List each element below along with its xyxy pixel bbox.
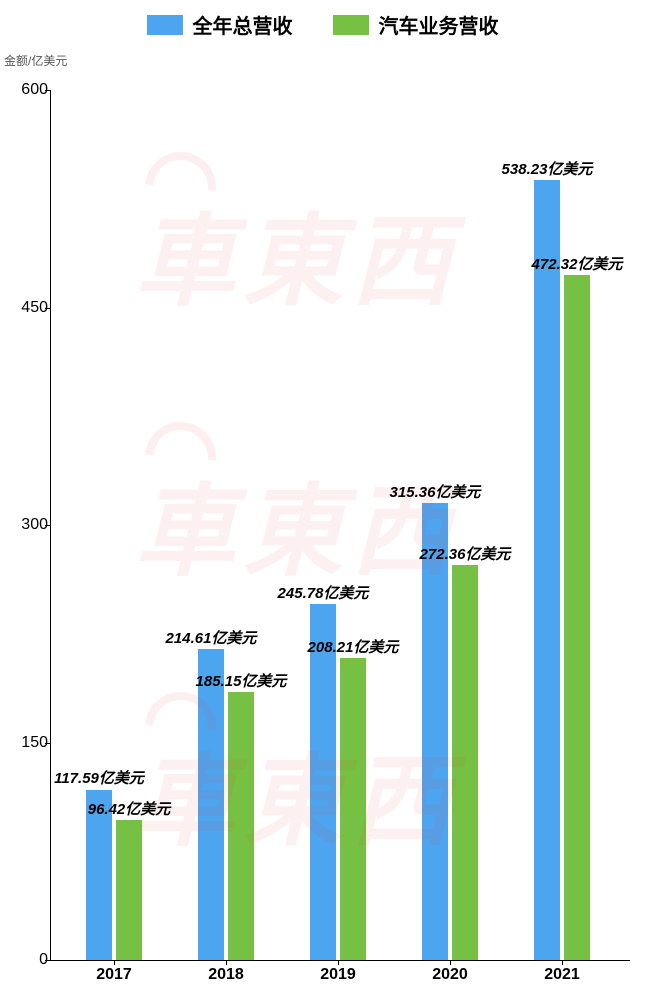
ytick-label: 300: [14, 516, 48, 534]
bar: [564, 275, 590, 960]
bar: [228, 692, 254, 960]
xtick-mark: [338, 960, 339, 965]
legend-item-total: 全年总营收: [147, 10, 293, 39]
yaxis-title: 金额/亿美元: [4, 52, 67, 69]
xtick-mark: [226, 960, 227, 965]
x-axis-line: [50, 960, 630, 961]
bar-value-label: 208.21亿美元: [308, 636, 399, 657]
bar: [534, 180, 560, 960]
legend-item-auto: 汽车业务营收: [333, 10, 499, 39]
ytick-label: 600: [14, 81, 48, 99]
legend-label-total: 全年总营收: [193, 10, 293, 39]
xtick-label: 2017: [96, 966, 132, 984]
ytick-label: 450: [14, 299, 48, 317]
xtick-mark: [450, 960, 451, 965]
bar-value-label: 472.32亿美元: [532, 253, 623, 274]
xtick-label: 2019: [320, 966, 356, 984]
bar: [452, 565, 478, 960]
ytick-label: 0: [14, 951, 48, 969]
bar-value-label: 214.61亿美元: [166, 627, 257, 648]
bar-value-label: 117.59亿美元: [54, 767, 144, 788]
bar: [340, 658, 366, 960]
plot-area: [50, 90, 630, 960]
xtick-label: 2018: [208, 966, 244, 984]
xtick-label: 2021: [544, 966, 580, 984]
xtick-mark: [114, 960, 115, 965]
legend-label-auto: 汽车业务营收: [379, 10, 499, 39]
bar-value-label: 245.78亿美元: [278, 582, 369, 603]
bar: [198, 649, 224, 960]
bar-value-label: 185.15亿美元: [196, 670, 287, 691]
bar-value-label: 272.36亿美元: [420, 543, 511, 564]
bar-value-label: 315.36亿美元: [390, 481, 481, 502]
bar-value-label: 96.42亿美元: [88, 798, 171, 819]
bar: [116, 820, 142, 960]
legend-swatch-total: [147, 15, 183, 35]
bar: [422, 503, 448, 960]
ytick-label: 150: [14, 734, 48, 752]
legend-swatch-auto: [333, 15, 369, 35]
xtick-mark: [562, 960, 563, 965]
y-axis-line: [50, 90, 51, 960]
legend: 全年总营收 汽车业务营收: [0, 10, 645, 39]
bar-value-label: 538.23亿美元: [502, 158, 593, 179]
revenue-chart: 全年总营收 汽车业务营收 金额/亿美元: [0, 0, 645, 1000]
xtick-label: 2020: [432, 966, 468, 984]
